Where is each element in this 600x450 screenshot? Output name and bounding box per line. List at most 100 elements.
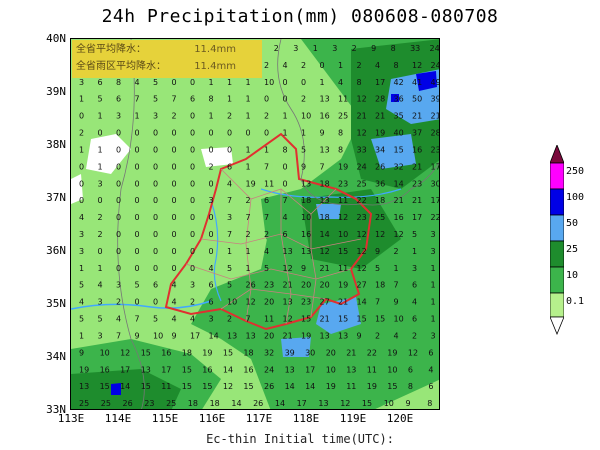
- grid-value: 21: [320, 264, 330, 273]
- grid-value: 1: [79, 146, 84, 155]
- grid-value: 14: [120, 382, 130, 391]
- grid-value: 20: [264, 298, 274, 307]
- grid-value: 7: [135, 95, 140, 104]
- grid-value: 50: [412, 95, 422, 104]
- grid-value: 4: [98, 281, 103, 290]
- grid-value: 13: [318, 399, 328, 408]
- grid-value: 2: [227, 112, 232, 121]
- grid-value: 13: [320, 146, 330, 155]
- grid-value: 13: [283, 247, 293, 256]
- grid-value: 11: [338, 95, 348, 104]
- grid-value: 14: [231, 399, 241, 408]
- grid-value: 0: [135, 298, 140, 307]
- grid-value: 2: [352, 44, 357, 53]
- x-tick-label: 118E: [292, 412, 320, 425]
- grid-value: 5: [301, 146, 306, 155]
- river: [260, 188, 402, 198]
- grid-value: 30: [305, 348, 315, 357]
- grid-value: 23: [412, 179, 422, 188]
- grid-value: 26: [253, 399, 263, 408]
- grid-value: 28: [375, 95, 385, 104]
- grid-value: 17: [305, 365, 315, 374]
- grid-value: 0: [98, 247, 103, 256]
- grid-value: 3: [332, 44, 337, 53]
- grid-value: 5: [79, 281, 84, 290]
- grid-value: 2: [394, 247, 399, 256]
- grid-value: 0: [116, 196, 121, 205]
- grid-value: 10: [384, 399, 394, 408]
- grid-value: 12: [283, 315, 293, 324]
- grid-value: 8: [283, 146, 288, 155]
- grid-value: 21: [412, 162, 422, 171]
- grid-value: 6: [283, 230, 288, 239]
- grid-value: 0: [135, 230, 140, 239]
- grid-value: 1: [431, 315, 436, 324]
- grid-value: 9: [406, 399, 411, 408]
- grid-value: 0: [172, 129, 177, 138]
- grid-value: 10: [264, 78, 274, 87]
- grid-value: 15: [338, 315, 348, 324]
- grid-value: 16: [301, 230, 311, 239]
- grid-value: 17: [412, 213, 422, 222]
- grid-value: 25: [357, 179, 367, 188]
- grid-value: 19: [338, 281, 348, 290]
- grid-value: 0: [209, 146, 214, 155]
- colorbar-segment: [550, 240, 564, 268]
- grid-value: 21: [412, 196, 422, 205]
- legend-level: 10: [566, 270, 579, 281]
- grid-value: 5: [227, 264, 232, 273]
- grid-value: 4: [227, 179, 232, 188]
- grid-value: 4: [412, 298, 417, 307]
- x-tick-label: 114E: [104, 412, 132, 425]
- grid-value: 0: [135, 264, 140, 273]
- grid-value: 14: [320, 230, 330, 239]
- grid-value: 2: [227, 315, 232, 324]
- grid-value: 1: [246, 146, 251, 155]
- rainstorm-area: [371, 134, 416, 169]
- grid-value: 4: [428, 365, 433, 374]
- grid-value: 10: [394, 315, 404, 324]
- grid-value: 7: [246, 213, 251, 222]
- grid-value: 14: [305, 382, 315, 391]
- legend-level: 0.1: [566, 296, 585, 307]
- grid-value: 6: [209, 298, 214, 307]
- grid-value: 0: [116, 230, 121, 239]
- grid-value: 1: [79, 264, 84, 273]
- grid-value: 1: [79, 95, 84, 104]
- grid-value: 2: [190, 298, 195, 307]
- grid-value: 15: [338, 247, 348, 256]
- province-border: [164, 132, 373, 331]
- legend-level: 25: [566, 244, 579, 255]
- grid-value: 15: [141, 348, 151, 357]
- grid-value: 0: [283, 78, 288, 87]
- grid-value: 9: [375, 247, 380, 256]
- grid-value: 0: [135, 247, 140, 256]
- grid-value: 8: [338, 146, 343, 155]
- no-rain-area: [71, 174, 83, 204]
- grid-value: 12: [246, 298, 256, 307]
- rainstorm-area: [316, 204, 341, 219]
- grid-value: 20: [326, 348, 336, 357]
- grid-value: 21: [412, 112, 422, 121]
- grid-value: 12: [320, 247, 330, 256]
- grid-value: 13: [246, 332, 256, 341]
- grid-value: 5: [153, 315, 158, 324]
- grid-value: 0: [190, 179, 195, 188]
- grid-value: 32: [394, 162, 404, 171]
- grid-value: 15: [182, 382, 192, 391]
- grid-value: 19: [326, 382, 336, 391]
- colorbar-legend: 250 100 50 25 10 0.1: [548, 145, 598, 335]
- grid-value: 2: [98, 213, 103, 222]
- grid-value: 5: [79, 315, 84, 324]
- grid-value: 0: [190, 112, 195, 121]
- grid-value: 5: [153, 95, 158, 104]
- grid-value: 21: [375, 112, 385, 121]
- grid-value: 1: [431, 264, 436, 273]
- grid-value: 14: [223, 365, 233, 374]
- grid-value: 0: [172, 179, 177, 188]
- precipitation-map: 0131112231231329833240120131122242012481…: [70, 38, 440, 410]
- grid-value: 7: [320, 162, 325, 171]
- grid-value: 24: [357, 162, 367, 171]
- grid-value: 5: [98, 95, 103, 104]
- grid-value: 3: [98, 332, 103, 341]
